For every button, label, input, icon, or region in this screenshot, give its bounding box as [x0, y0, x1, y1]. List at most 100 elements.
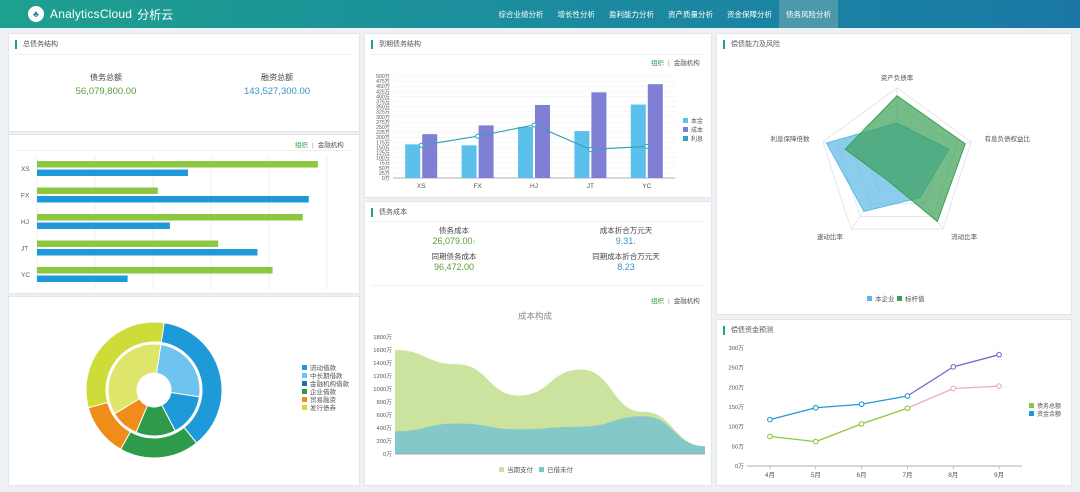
legend-item[interactable]: 发行债券: [302, 403, 349, 412]
tick-label: 8月: [948, 471, 958, 479]
tab-4[interactable]: 资金保障分析: [727, 9, 772, 19]
down-arrow-icon: ↓: [633, 240, 637, 246]
series-segment: [769, 407, 816, 421]
radar-label: 利息保障倍数: [771, 134, 811, 143]
toggle-fin[interactable]: 金融机构: [673, 60, 700, 67]
bar: [37, 222, 170, 229]
line-point: [475, 133, 481, 139]
legend-item[interactable]: 金融机构借款: [302, 379, 349, 388]
hbar-panel: 组织 | 金融机构 XS FX HJ JT YC: [8, 134, 360, 294]
tick-label: 450万: [376, 83, 390, 90]
series-segment: [769, 435, 816, 443]
tick-label: 150万: [376, 144, 390, 151]
tick-label: 1200万: [373, 373, 392, 380]
legend-swatch: [1029, 403, 1034, 408]
legend-label: 本企业: [875, 294, 895, 303]
bar: [574, 131, 590, 178]
brand[interactable]: ♣ AnalyticsCloud 分析云: [28, 4, 173, 24]
tick-label: 9月: [994, 471, 1004, 479]
debt-cost-panel: 债务成本 债务成本 26,079.00↑ 成本折合万元天 9.31↓ 同期债务成…: [364, 201, 712, 486]
tick-label: 300万: [729, 345, 745, 352]
line-point: [812, 404, 819, 411]
radar-label: 流动比率: [951, 232, 978, 241]
bar: [37, 196, 309, 203]
tab-5[interactable]: 债务风险分析: [779, 0, 838, 28]
legend-swatch: [499, 467, 504, 472]
series-segment: [907, 387, 954, 409]
forecast-chart: 0万 50万 100万 150万 200万 250万 300万 4月 5月 6月 7月 8月 9月 债务总…: [729, 345, 1062, 479]
legend-item[interactable]: 贸易融资: [302, 395, 349, 404]
legend-label: 贸易融资: [310, 397, 336, 404]
tick-label: 1000万: [373, 386, 392, 393]
toggle-fin[interactable]: 金融机构: [317, 142, 344, 149]
toggle-org[interactable]: 组织: [651, 60, 664, 67]
bar: [37, 214, 303, 221]
tick-label: 150万: [729, 404, 745, 411]
legend-swatch: [539, 467, 544, 472]
up-arrow-icon: ↑: [472, 240, 476, 246]
tick-label: HJ: [21, 219, 29, 226]
legend-swatch: [302, 388, 307, 394]
panel-title: 债务成本: [371, 208, 407, 217]
tab-0[interactable]: 综合业绩分析: [498, 9, 544, 19]
cost-item: 同期债务成本 96,472.00: [431, 252, 477, 272]
pie-legend: 流动借款 中长期借款 金融机构借款 企业借款 贸易融资 发行债券: [302, 363, 349, 412]
line-point: [812, 438, 819, 445]
cost-item: 债务成本 26,079.00↑: [432, 226, 476, 246]
kpi-value: 143,527,300.00: [243, 86, 311, 97]
toggle-org[interactable]: 组织: [651, 298, 664, 305]
cost-item: 同期成本折合万元天 8.23: [592, 252, 660, 272]
line-point: [904, 405, 911, 412]
tick-label: 25万: [379, 170, 390, 177]
kpi-value: 56,079,800.00: [75, 86, 137, 97]
tick-label: JT: [587, 183, 594, 190]
series-segment: [907, 366, 954, 397]
legend-item[interactable]: 企业借款: [302, 387, 349, 396]
forecast-panel: 偿债资金预测 0万 50万 100万 150万 200万 250万 300万 4月 5月 6月 7月…: [716, 319, 1072, 486]
tick-label: 7月: [902, 471, 912, 479]
tick-label: 350万: [376, 104, 390, 111]
legend-swatch: [302, 380, 307, 386]
tab-1[interactable]: 增长性分析: [557, 9, 596, 19]
cost-structure-chart: 成本构成 0万 200万 400万 600万 800万 1000万 1200万 1400万 160…: [373, 311, 705, 474]
series-segment: [815, 403, 862, 409]
line-point: [858, 421, 865, 427]
divider: [371, 221, 705, 222]
bar: [478, 125, 494, 178]
bar: [37, 187, 158, 194]
tab-2[interactable]: 盈利能力分析: [609, 9, 654, 19]
tick-label: 0万: [735, 463, 744, 470]
line-point: [418, 142, 424, 148]
maturity-chart: 0万25万50万75万100万125万150万175万200万225万250万2…: [376, 73, 703, 190]
outer-slice: [85, 321, 165, 409]
series-segment: [953, 385, 1000, 390]
legend-item[interactable]: 流动借款: [302, 363, 349, 372]
tick-label: 425万: [376, 88, 390, 95]
tick-label: 6月: [857, 471, 867, 479]
divider: [15, 54, 353, 55]
tick-label: JT: [21, 246, 28, 253]
tick-label: 4月: [765, 471, 775, 479]
toggle-org[interactable]: 组织: [295, 142, 308, 149]
series-segment: [953, 354, 1000, 368]
debt-structure-panel: 总债务结构 债务总额 56,079,800.00 融资总额 143,527,30…: [8, 33, 360, 132]
tick-label: 175万: [376, 139, 390, 146]
kpi-label: 融资总额: [261, 73, 293, 82]
org-toggle: 组织 | 金融机构: [651, 60, 700, 67]
line-point: [644, 143, 650, 149]
legend-label: 企业借款: [310, 389, 336, 396]
toggle-fin[interactable]: 金融机构: [673, 298, 700, 305]
tick-label: 200万: [377, 438, 393, 445]
tick-label: 375万: [376, 99, 390, 106]
legend-item[interactable]: 中长期借款: [302, 371, 349, 380]
line-point: [904, 393, 911, 399]
tick-label: 250万: [729, 365, 745, 372]
tick-label: 200万: [376, 134, 390, 141]
main-nav: 综合业绩分析 增长性分析 盈利能力分析 资产质量分析 资金保障分析 债务风险分析: [492, 0, 838, 28]
tick-label: 50万: [732, 443, 744, 450]
divider: [15, 150, 353, 151]
legend-swatch: [302, 396, 307, 402]
org-toggle: 组织 | 金融机构: [295, 142, 344, 149]
bar: [647, 84, 663, 178]
tab-3[interactable]: 资产质量分析: [668, 9, 713, 19]
